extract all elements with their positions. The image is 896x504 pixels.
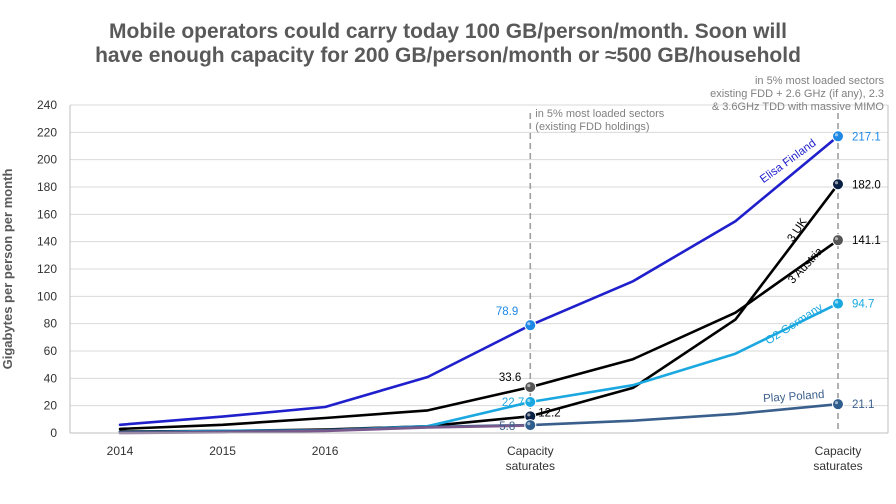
y-tick-label: 160: [37, 207, 57, 221]
series-line: [118, 135, 840, 427]
saturation-note-line: existing FDD + 2.6 GHz (if any), 2.3: [710, 88, 884, 100]
marker-highlight: [527, 421, 531, 426]
data-label: 141.1: [852, 235, 881, 247]
data-label: 12.2: [538, 407, 560, 419]
x-tick-label-line-2: saturates: [506, 459, 555, 473]
y-tick-label: 140: [37, 235, 57, 249]
y-axis-title: Gigabytes per person per month: [0, 169, 15, 370]
saturation-note-line: (existing FDD holdings): [535, 121, 649, 133]
series-name-label: 3 Austria: [786, 245, 826, 286]
y-tick-label: 200: [37, 153, 57, 167]
y-tick-label: 220: [37, 125, 57, 139]
marker-highlight: [527, 383, 531, 388]
y-tick-label: 0: [50, 426, 57, 440]
data-point-marker: [524, 419, 537, 432]
saturation-lines: in 5% most loaded sectors(existing FDD h…: [529, 75, 885, 433]
x-tick-label: Capacity: [507, 444, 554, 458]
series-line: [118, 402, 840, 434]
marker-highlight: [834, 401, 839, 405]
y-tick-label: 100: [37, 289, 57, 303]
marker-highlight: [834, 133, 839, 137]
series-line: [118, 183, 840, 433]
y-tick-label: 120: [37, 262, 57, 276]
marker-highlight: [527, 398, 531, 403]
data-label: 22.7: [502, 397, 524, 409]
saturation-note-line: & 3.6GHz TDD with massive MIMO: [712, 101, 885, 113]
chart-title-line-1: Mobile operators could carry today 100 G…: [109, 20, 787, 43]
x-tick-label: 2014: [107, 444, 134, 458]
marker-highlight: [834, 181, 839, 185]
data-label: 78.9: [496, 306, 518, 318]
data-label: 94.7: [852, 299, 874, 311]
data-label: 217.1: [852, 131, 881, 143]
y-tick-label: 40: [44, 371, 58, 385]
saturation-note-line: in 5% most loaded sectors: [535, 108, 665, 120]
data-label: 5.8: [499, 421, 515, 433]
x-tick-label-line-2: saturates: [813, 459, 862, 473]
marker-highlight: [834, 300, 839, 304]
series-name-label: 3 UK: [785, 216, 809, 244]
data-point-marker: [524, 319, 537, 332]
chart-title: Mobile operators could carry today 100 G…: [40, 20, 856, 68]
axes: 0 20 40 60 80 100 120 140 160 180 200 220 240 Gigabyt…: [0, 98, 889, 473]
series-line: [118, 238, 840, 431]
data-label: 182.0: [852, 179, 881, 191]
data-label: 21.1: [852, 399, 874, 411]
chart-title-line-2: have enough capacity for 200 GB/person/m…: [95, 44, 801, 67]
x-tick-label: 2015: [209, 444, 236, 458]
data-label: 33.6: [499, 372, 521, 384]
y-tick-label: 20: [44, 399, 58, 413]
series-lines: [118, 135, 840, 435]
grid: [70, 104, 888, 434]
series-name-label: O2 Germany: [763, 301, 825, 347]
data-point-marker: [832, 398, 844, 411]
data-point-marker: [832, 130, 844, 143]
marker-highlight: [527, 322, 531, 326]
data-point-marker: [524, 381, 537, 394]
data-point-marker: [832, 234, 844, 247]
marker-highlight: [527, 413, 531, 417]
series-markers: [524, 130, 844, 432]
y-tick-label: 180: [37, 180, 57, 194]
x-tick-label: Capacity: [815, 444, 862, 458]
y-tick-label: 60: [44, 344, 58, 358]
data-point-marker: [524, 395, 537, 408]
x-tick-label: 2016: [312, 444, 339, 458]
data-point-marker: [832, 297, 844, 310]
marker-highlight: [834, 237, 839, 241]
data-point-marker: [832, 178, 844, 191]
y-tick-label: 80: [44, 317, 58, 331]
saturation-note-line: in 5% most loaded sectors: [755, 75, 885, 87]
y-tick-label: 240: [37, 98, 57, 112]
value-labels: 78.9 217.1 12.2 182.0 33.6 141.1 22.7 94.7 5.8 21…: [496, 131, 881, 433]
series-name-label: Play Poland: [763, 389, 825, 405]
